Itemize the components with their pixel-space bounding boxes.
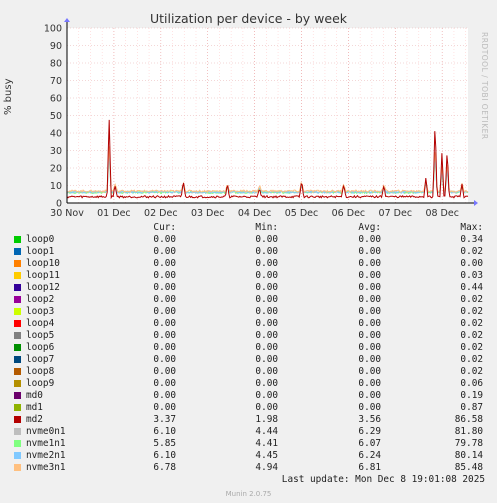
x-tick-label: 03 Dec <box>191 208 225 219</box>
y-tick-label: 40 <box>50 129 62 140</box>
y-tick-label: 50 <box>50 111 62 122</box>
series-line-nvme2n1 <box>66 153 469 195</box>
series-line-md2 <box>66 119 469 200</box>
x-tick-label: 07 Dec <box>379 208 413 219</box>
y-tick-label: 70 <box>50 76 62 87</box>
y-tick-label: 0 <box>56 199 62 210</box>
y-tick-label: 20 <box>50 164 62 175</box>
x-axis-arrow <box>474 200 478 206</box>
y-tick-label: 30 <box>50 146 62 157</box>
y-tick-label: 10 <box>50 181 62 192</box>
y-axis-label: % busy <box>3 78 14 116</box>
chart-title: Utilization per device - by week <box>149 11 347 26</box>
y-axis-arrow <box>64 18 70 22</box>
y-tick-label: 80 <box>50 59 62 70</box>
y-tick-label: 90 <box>50 41 62 52</box>
y-tick-label: 100 <box>44 24 62 35</box>
x-tick-label: 30 Nov <box>50 208 84 219</box>
x-tick-label: 08 Dec <box>425 208 459 219</box>
x-tick-label: 06 Dec <box>332 208 366 219</box>
vendor-label: RRDTOOL / TOBI OETIKER <box>480 32 489 140</box>
x-tick-label: 05 Dec <box>285 208 319 219</box>
series-line-nvme3n1 <box>66 146 469 194</box>
x-tick-label: 01 Dec <box>97 208 131 219</box>
y-tick-label: 60 <box>50 94 62 105</box>
x-tick-label: 04 Dec <box>238 208 272 219</box>
x-tick-label: 02 Dec <box>144 208 178 219</box>
